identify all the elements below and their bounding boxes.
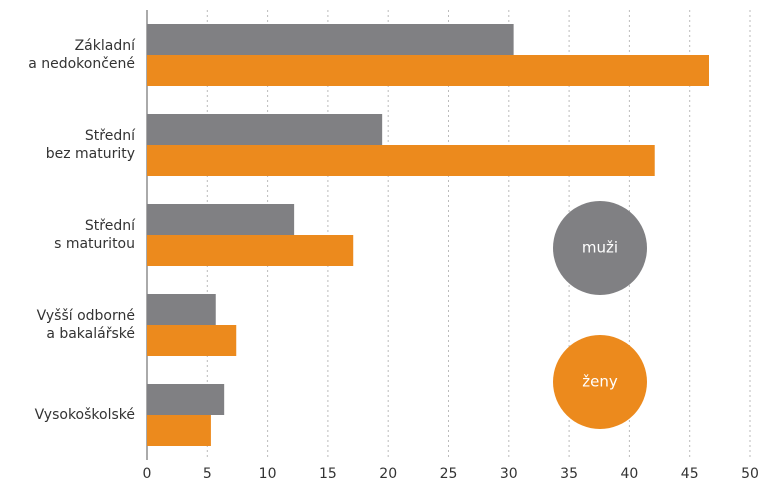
x-tick-label: 30 <box>500 466 518 482</box>
y-tick-label: Střední s maturitou <box>54 218 136 252</box>
x-tick-label: 20 <box>379 466 397 482</box>
x-tick-label: 50 <box>741 466 759 482</box>
bar <box>147 55 709 86</box>
y-tick-label: Vysokoškolské <box>35 407 135 423</box>
bar <box>147 145 655 176</box>
y-tick-label: Základní a nedokončené <box>28 38 136 72</box>
x-tick-label: 45 <box>681 466 699 482</box>
y-tick-label: Vyšší odborné a bakalářské <box>37 308 135 342</box>
x-tick-label: 0 <box>143 466 152 482</box>
bar <box>147 114 383 145</box>
x-tick-label: 40 <box>620 466 638 482</box>
x-tick-label: 15 <box>319 466 337 482</box>
legend-swatch <box>553 335 647 429</box>
bar <box>147 415 211 446</box>
bar <box>147 384 225 415</box>
y-tick-label: Střední bez maturity <box>46 128 136 162</box>
legend-label: ženy <box>582 373 618 391</box>
bar <box>147 235 354 266</box>
legend-label: muži <box>582 239 618 257</box>
bar <box>147 325 237 356</box>
x-tick-label: 10 <box>259 466 277 482</box>
bar <box>147 24 514 55</box>
x-tick-label: 25 <box>440 466 458 482</box>
bar <box>147 204 295 235</box>
x-tick-label: 5 <box>203 466 212 482</box>
legend-swatch <box>553 201 647 295</box>
x-tick-label: 35 <box>560 466 578 482</box>
bar <box>147 294 216 325</box>
